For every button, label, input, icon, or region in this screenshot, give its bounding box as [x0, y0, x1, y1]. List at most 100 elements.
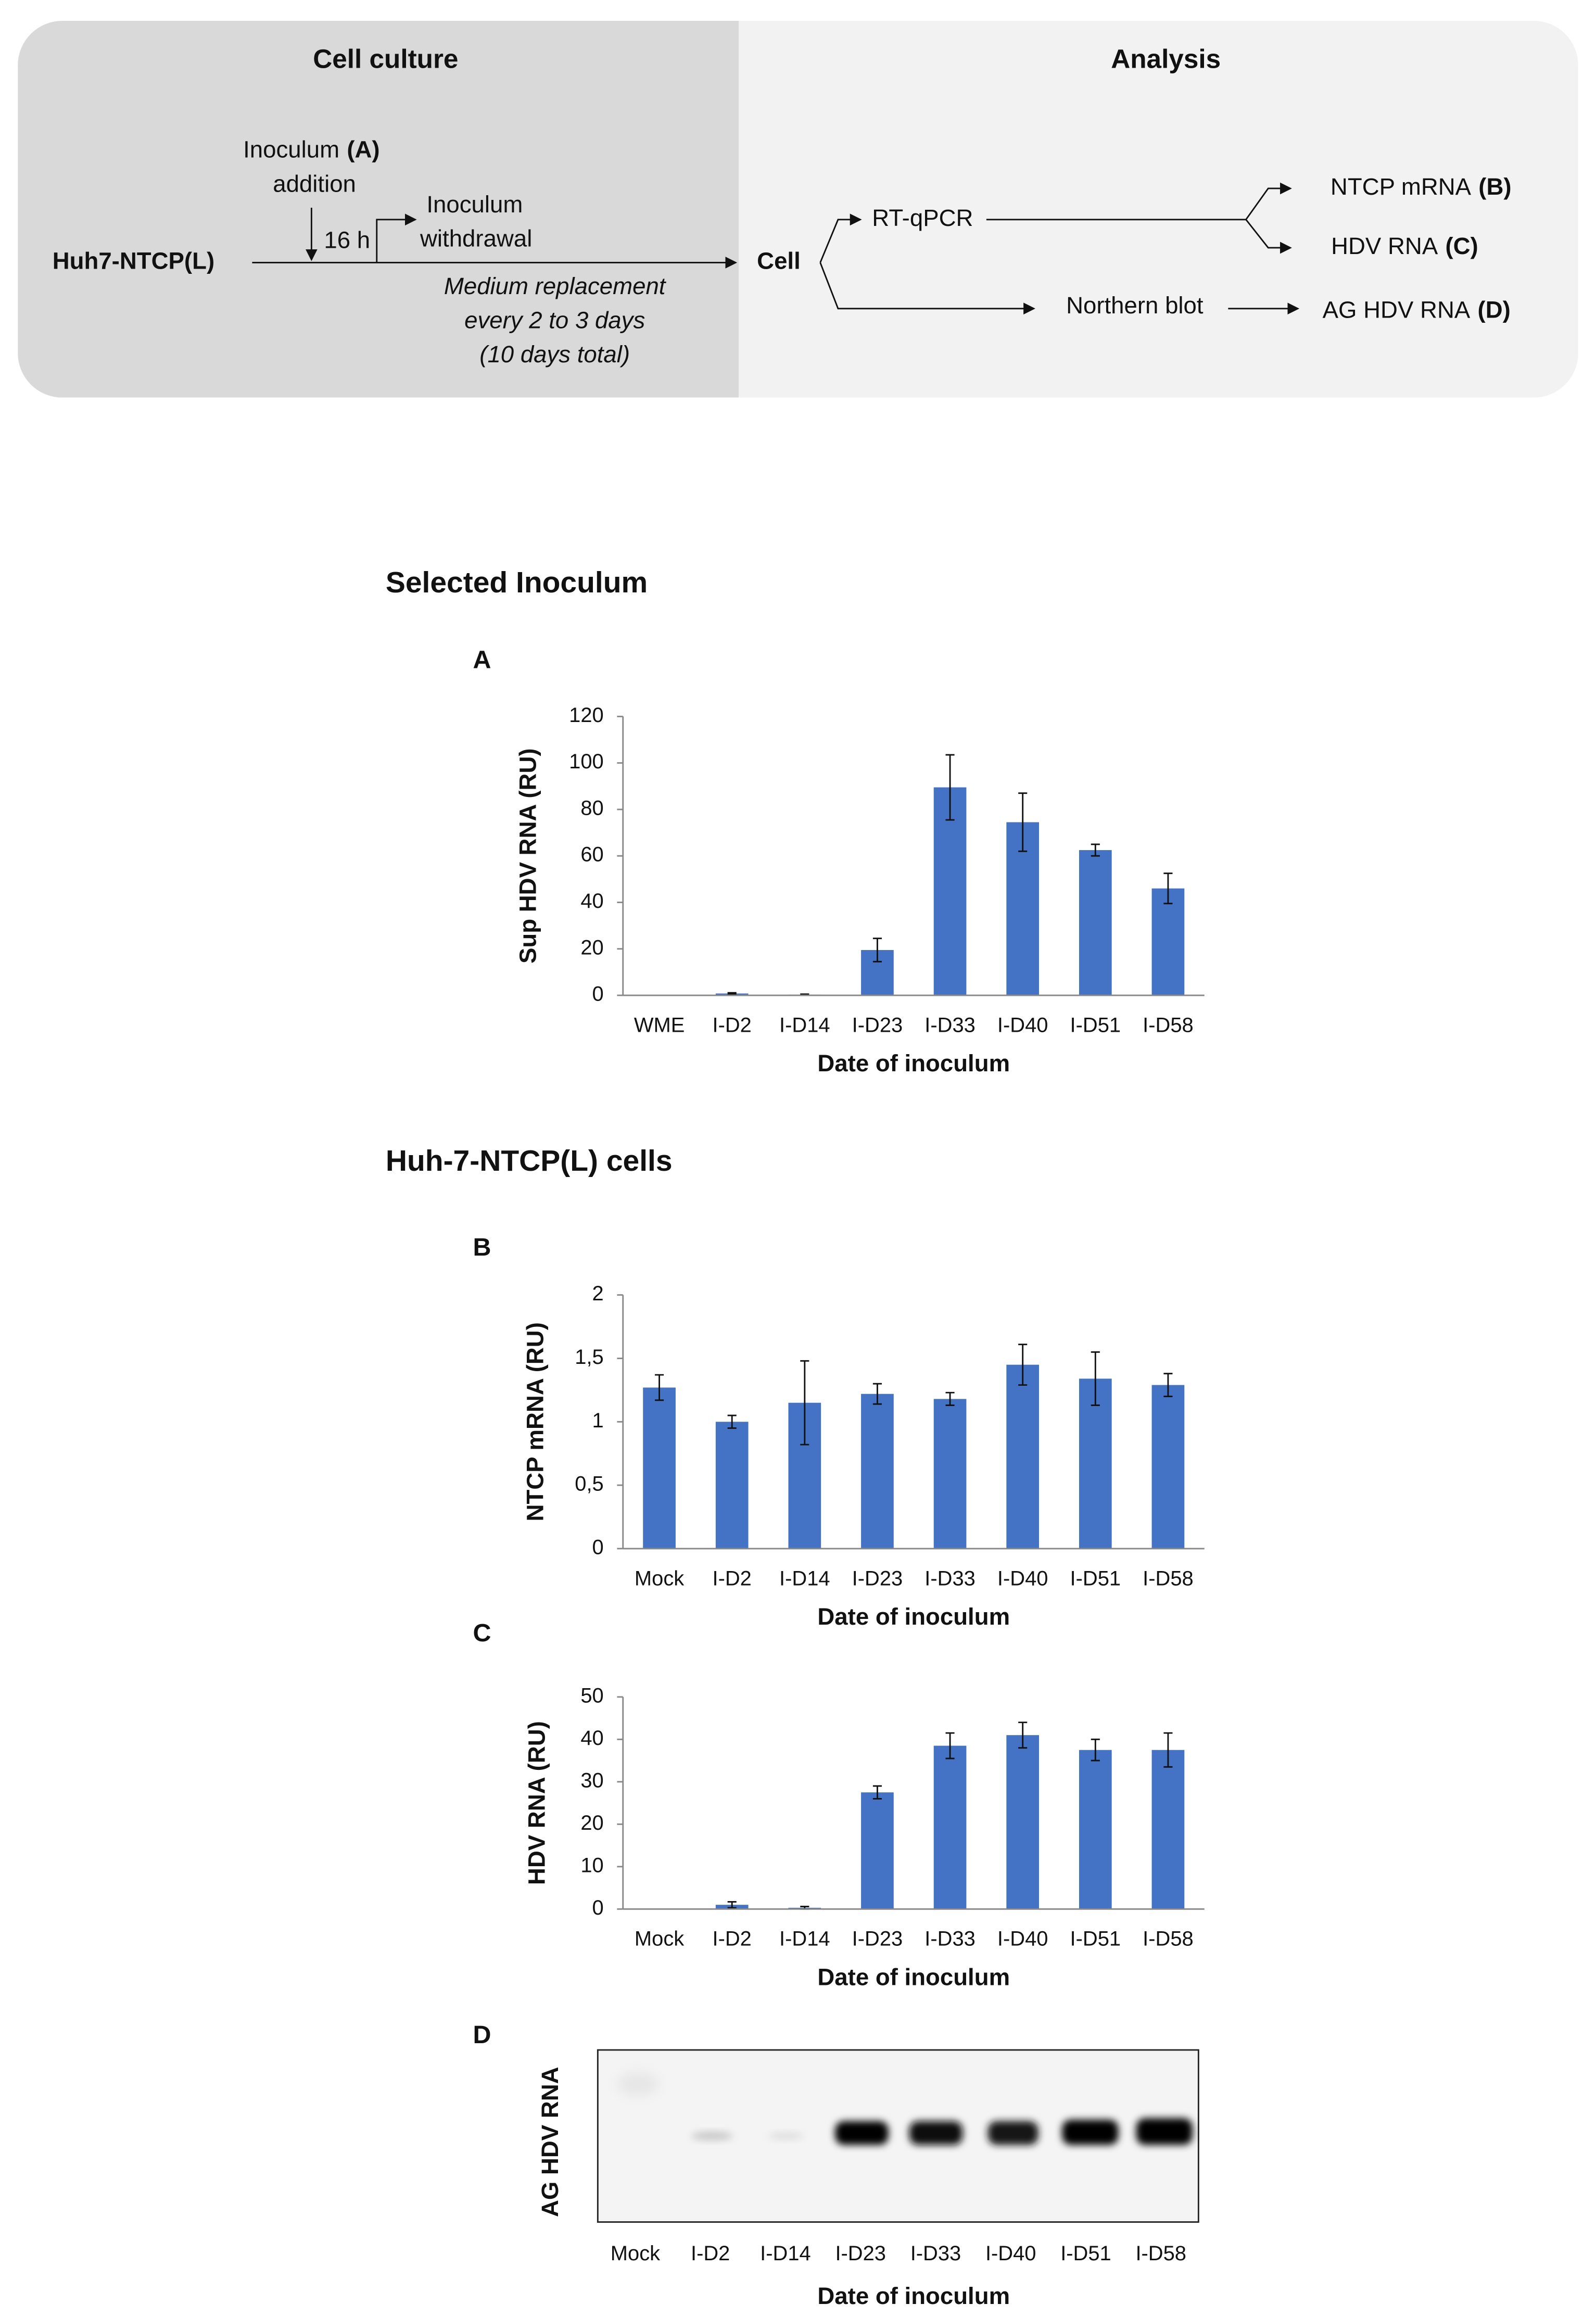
error-bar: [872, 1383, 882, 1405]
diagram-label: Inoculum: [426, 191, 523, 218]
x-tick-label: I-D14: [779, 1014, 830, 1036]
y-tick-label: 0: [592, 983, 604, 1006]
x-axis-label: Date of inoculum: [817, 1050, 1010, 1077]
error-bar: [1091, 843, 1100, 857]
error-bar: [1163, 872, 1173, 905]
x-tick-label: Mock: [635, 1928, 684, 1951]
panel-label: B: [473, 1233, 491, 1261]
x-tick-label: I-D14: [779, 1928, 830, 1951]
lane-label: I-D51: [1060, 2242, 1111, 2265]
bar: [933, 1745, 967, 1909]
x-tick-label: I-D2: [713, 1014, 752, 1036]
diagram-label: Medium replacement: [444, 273, 667, 299]
bar: [933, 1399, 967, 1549]
error-bar: [945, 1732, 955, 1759]
bar: [1079, 1378, 1112, 1549]
bar: [861, 1394, 894, 1549]
y-tick-label: 1: [592, 1409, 604, 1432]
y-tick-label: 0: [592, 1536, 604, 1559]
y-tick-label: 20: [580, 1812, 603, 1834]
y-axis-label: NTCP mRNA (RU): [522, 1322, 549, 1521]
lane-label: I-D33: [910, 2242, 961, 2265]
diagram-label: withdrawal: [420, 225, 532, 252]
diagram-label: addition: [273, 170, 356, 197]
y-tick-label: 40: [580, 890, 603, 913]
lane-label: I-D2: [691, 2242, 730, 2265]
section-title: Huh-7-NTCP(L) cells: [386, 1144, 673, 1178]
y-tick-label: 2: [592, 1282, 604, 1305]
y-axis-label: AG HDV RNA: [537, 2067, 563, 2217]
y-tick-label: 20: [580, 936, 603, 959]
y-tick-label: 40: [580, 1727, 603, 1750]
bar: [1006, 1735, 1040, 1909]
x-tick-label: WME: [634, 1014, 685, 1036]
y-tick-label: 50: [580, 1684, 603, 1707]
panel-label: D: [473, 2021, 491, 2049]
bar: [1151, 888, 1185, 996]
y-axis-label: Sup HDV RNA (RU): [514, 748, 541, 964]
bar: [1151, 1385, 1185, 1549]
error-bar: [872, 1785, 882, 1800]
x-tick-label: I-D23: [852, 1014, 903, 1036]
diagram-label: 16 h: [324, 227, 370, 254]
x-tick-label: I-D58: [1143, 1928, 1194, 1951]
error-bar: [1018, 792, 1028, 852]
lane-labels: Mock I-D2 I-D14 I-D23 I-D33 I-D40 I-D51 I-D58: [611, 2242, 1186, 2265]
error-bar: [1091, 1738, 1100, 1762]
error-bar: [1018, 1721, 1028, 1749]
lane-label: I-D23: [835, 2242, 886, 2265]
x-tick-label: I-D58: [1143, 1567, 1194, 1590]
diagram-title: Analysis: [1111, 44, 1221, 73]
x-tick-label: I-D14: [779, 1567, 830, 1590]
diagram-title: Cell culture: [313, 44, 458, 73]
x-tick-label: I-D33: [924, 1014, 976, 1036]
diagram-label: RT-qPCR: [872, 205, 973, 231]
bar: [1079, 850, 1112, 996]
y-tick-label: 100: [569, 750, 604, 773]
bar: [1006, 1364, 1040, 1549]
lane-label: Mock: [611, 2242, 660, 2265]
diagram-label: Inoculum (A): [243, 136, 379, 163]
y-tick-label: 120: [569, 704, 604, 727]
diagram-arrows: [252, 182, 1300, 315]
diagram-label: HDV RNA (C): [1331, 233, 1478, 259]
diagram-label: Cell: [757, 247, 801, 274]
diagram-label: every 2 to 3 days: [464, 307, 645, 333]
error-bar: [727, 1414, 737, 1429]
x-tick-label: I-D23: [852, 1928, 903, 1951]
diagram-label: AG HDV RNA (D): [1323, 297, 1511, 323]
y-tick-label: 0: [592, 1896, 604, 1919]
x-tick-label: I-D51: [1070, 1014, 1121, 1036]
error-bar: [1091, 1351, 1100, 1407]
y-tick-label: 60: [580, 843, 603, 866]
lane-label: I-D40: [985, 2242, 1036, 2265]
x-tick-label: I-D33: [924, 1928, 976, 1951]
x-tick-label: I-D23: [852, 1567, 903, 1590]
error-bar: [1163, 1373, 1173, 1397]
error-bar: [727, 1901, 737, 1909]
lane-label: I-D14: [760, 2242, 811, 2265]
bar: [715, 1422, 749, 1549]
diagram-label: Huh7-NTCP(L): [53, 247, 214, 274]
diagram-label: NTCP mRNA (B): [1331, 173, 1512, 200]
x-tick-label: I-D2: [713, 1567, 752, 1590]
x-tick-label: I-D51: [1070, 1928, 1121, 1951]
error-bar: [945, 1391, 955, 1407]
bar: [933, 787, 967, 996]
section-title: Selected Inoculum: [386, 566, 648, 599]
bar: [1079, 1750, 1112, 1909]
diagram-label: Northern blot: [1066, 292, 1204, 319]
x-tick-label: I-D51: [1070, 1567, 1121, 1590]
x-tick-label: I-D40: [997, 1928, 1048, 1951]
x-axis-label: Date of inoculum: [817, 2283, 1010, 2309]
x-tick-label: I-D40: [997, 1567, 1048, 1590]
error-bar: [872, 938, 882, 963]
lane-label: I-D58: [1135, 2242, 1186, 2265]
blot-bands: [617, 2072, 1193, 2145]
panel-label: C: [473, 1619, 491, 1647]
x-axis-label: Date of inoculum: [817, 1964, 1010, 1990]
error-bar: [727, 992, 737, 995]
y-tick-label: 1,5: [575, 1346, 603, 1369]
